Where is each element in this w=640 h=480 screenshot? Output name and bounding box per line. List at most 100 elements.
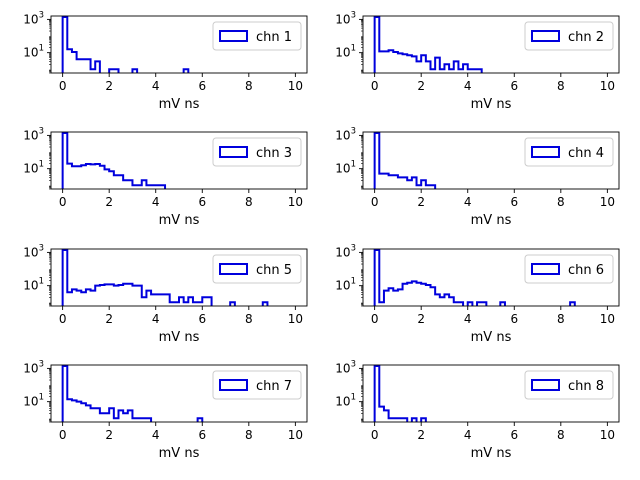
legend-swatch — [531, 30, 560, 42]
y-tick-exponent: 1 — [39, 160, 44, 170]
x-tick-label: 8 — [557, 195, 565, 209]
x-tick-label: 2 — [417, 79, 425, 93]
legend-label: chn 3 — [256, 146, 292, 161]
y-tick-base: 10 — [23, 128, 38, 142]
x-tick-label: 8 — [245, 428, 253, 442]
y-tick-label: 101 — [23, 393, 44, 409]
legend-box — [524, 21, 614, 51]
x-tick-label: 2 — [105, 312, 113, 326]
x-tick-label: 4 — [152, 312, 160, 326]
histogram-step-chn-3 — [61, 132, 167, 189]
x-axis-label: mV ns — [159, 330, 200, 345]
x-tick-label: 2 — [417, 428, 425, 442]
histogram-step-chn-1 — [61, 16, 190, 73]
x-tick-label: 6 — [510, 428, 518, 442]
y-tick-base: 10 — [23, 245, 38, 259]
legend: chn 6 — [524, 254, 614, 284]
x-tick-label: 0 — [59, 195, 67, 209]
legend-swatch — [531, 379, 560, 391]
y-tick-label: 103 — [23, 359, 44, 375]
x-tick-label: 0 — [371, 79, 379, 93]
y-tick-base: 10 — [335, 361, 350, 375]
legend-swatch — [219, 263, 248, 275]
legend-swatch — [219, 30, 248, 42]
x-tick-label: 6 — [198, 312, 206, 326]
legend: chn 3 — [212, 137, 302, 167]
legend-swatch — [531, 263, 560, 275]
y-tick-exponent: 1 — [351, 393, 356, 403]
legend-label: chn 4 — [568, 146, 604, 161]
legend-box — [212, 137, 302, 167]
x-tick-label: 6 — [198, 428, 206, 442]
x-axis-label: mV ns — [471, 97, 512, 112]
x-tick-label: 6 — [510, 79, 518, 93]
x-tick-label: 6 — [510, 312, 518, 326]
y-tick-exponent: 3 — [39, 359, 44, 369]
x-tick-label: 8 — [557, 312, 565, 326]
legend-label: chn 6 — [568, 263, 604, 278]
histogram-step-chn-2 — [373, 16, 483, 73]
x-tick-label: 6 — [198, 79, 206, 93]
x-tick-label: 10 — [600, 312, 615, 326]
y-tick-exponent: 3 — [39, 10, 44, 20]
x-tick-label: 2 — [105, 79, 113, 93]
y-tick-base: 10 — [23, 46, 38, 60]
y-tick-exponent: 3 — [351, 243, 356, 253]
legend-label: chn 5 — [256, 263, 292, 278]
legend-box — [212, 21, 302, 51]
x-tick-label: 2 — [105, 195, 113, 209]
y-tick-label: 101 — [335, 44, 356, 60]
y-tick-label: 101 — [335, 277, 356, 293]
y-tick-base: 10 — [23, 361, 38, 375]
legend: chn 1 — [212, 21, 302, 51]
legend-box — [212, 370, 302, 400]
x-tick-label: 2 — [417, 195, 425, 209]
histogram-step-chn-5 — [61, 249, 269, 306]
x-tick-label: 10 — [600, 195, 615, 209]
x-tick-label: 0 — [371, 312, 379, 326]
x-axis-label: mV ns — [471, 446, 512, 461]
legend: chn 8 — [524, 370, 614, 400]
y-tick-base: 10 — [23, 162, 38, 176]
histogram-step-chn-4 — [373, 132, 437, 189]
x-tick-label: 10 — [288, 79, 303, 93]
y-tick-exponent: 3 — [39, 126, 44, 136]
legend: chn 4 — [524, 137, 614, 167]
legend-swatch — [219, 146, 248, 158]
histogram-step-chn-7 — [61, 365, 204, 422]
y-tick-exponent: 3 — [351, 10, 356, 20]
y-tick-exponent: 3 — [351, 126, 356, 136]
y-tick-exponent: 1 — [351, 160, 356, 170]
legend-label: chn 8 — [568, 379, 604, 394]
x-tick-label: 2 — [417, 312, 425, 326]
x-axis-label: mV ns — [471, 330, 512, 345]
x-tick-label: 10 — [600, 428, 615, 442]
y-tick-base: 10 — [23, 395, 38, 409]
legend-swatch — [219, 379, 248, 391]
y-tick-label: 101 — [23, 160, 44, 176]
y-tick-label: 103 — [335, 126, 356, 142]
x-tick-label: 0 — [59, 79, 67, 93]
x-tick-label: 8 — [245, 195, 253, 209]
x-tick-label: 10 — [600, 79, 615, 93]
x-tick-label: 8 — [245, 79, 253, 93]
y-tick-label: 103 — [23, 126, 44, 142]
x-tick-label: 6 — [198, 195, 206, 209]
x-tick-label: 4 — [464, 79, 472, 93]
x-tick-label: 4 — [464, 428, 472, 442]
histogram-step-chn-6 — [373, 249, 576, 306]
y-tick-base: 10 — [23, 12, 38, 26]
y-tick-label: 101 — [335, 393, 356, 409]
x-tick-label: 8 — [557, 428, 565, 442]
x-tick-label: 0 — [59, 312, 67, 326]
y-tick-label: 103 — [23, 10, 44, 26]
legend: chn 5 — [212, 254, 302, 284]
